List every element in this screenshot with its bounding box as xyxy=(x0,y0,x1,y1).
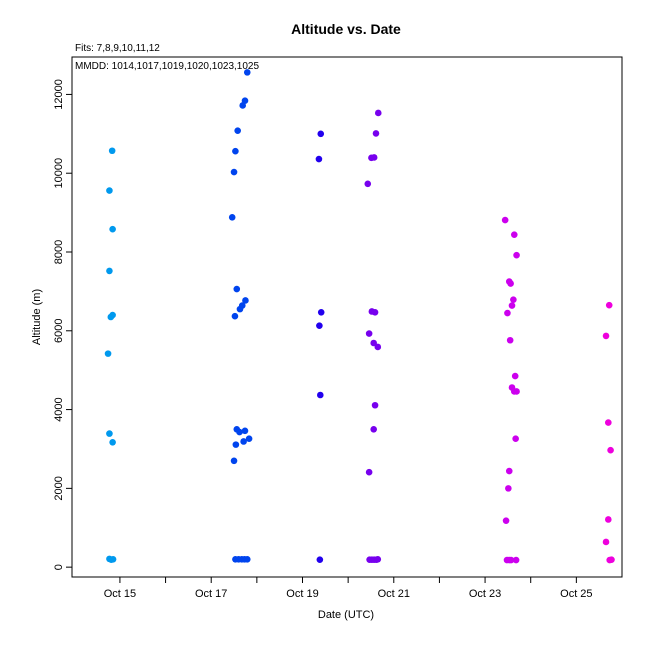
data-point xyxy=(511,372,519,380)
data-point xyxy=(501,216,509,224)
data-point xyxy=(608,556,615,563)
data-point xyxy=(315,155,323,163)
data-point xyxy=(236,305,244,313)
data-point xyxy=(505,485,512,492)
data-point xyxy=(605,419,612,426)
data-point xyxy=(370,425,378,433)
data-point xyxy=(370,339,378,347)
data-point xyxy=(374,109,382,117)
data-point xyxy=(371,308,379,316)
y-axis-label: Altitude (m) xyxy=(31,289,43,345)
y-tick-label: 6000 xyxy=(53,319,65,343)
y-tick-label: 10000 xyxy=(53,158,65,189)
data-point xyxy=(364,180,372,188)
x-tick-label: Oct 25 xyxy=(560,588,592,600)
data-point xyxy=(502,517,510,524)
data-point xyxy=(104,350,112,357)
data-point xyxy=(106,187,113,194)
data-point xyxy=(316,391,324,399)
data-point xyxy=(107,313,115,321)
x-axis-label: Date (UTC) xyxy=(318,609,374,621)
data-point xyxy=(232,147,239,155)
data-point xyxy=(504,309,511,317)
x-tick-label: Oct 19 xyxy=(286,588,318,600)
data-point xyxy=(507,280,514,287)
data-point xyxy=(108,147,116,155)
data-point xyxy=(365,468,373,476)
data-point xyxy=(508,302,516,309)
data-point xyxy=(506,336,514,344)
data-point xyxy=(371,401,379,409)
data-point xyxy=(243,555,251,563)
x-tick-label: Oct 21 xyxy=(378,588,410,600)
data-point xyxy=(234,127,241,134)
y-tick-label: 2000 xyxy=(53,476,65,500)
data-point xyxy=(374,555,382,563)
y-tick-label: 12000 xyxy=(53,79,65,110)
y-tick-label: 4000 xyxy=(53,397,65,421)
data-point xyxy=(231,312,239,320)
data-point xyxy=(607,446,614,454)
x-axis: Oct 15 Oct 17 Oct 19 Oct 21 Oct 23 Oct 25 xyxy=(104,577,593,600)
data-point xyxy=(243,69,251,76)
data-point xyxy=(245,435,253,443)
chart-title: Altitude vs. Date xyxy=(291,21,401,37)
data-point xyxy=(510,231,518,238)
data-point xyxy=(239,102,247,109)
y-tick-label: 0 xyxy=(53,564,65,570)
data-point xyxy=(372,130,380,137)
data-point xyxy=(605,301,613,309)
data-point xyxy=(236,428,243,436)
data-point xyxy=(106,267,113,275)
data-point xyxy=(513,251,520,259)
data-point xyxy=(605,516,612,523)
data-point xyxy=(230,168,238,176)
data-point xyxy=(241,427,249,435)
data-point xyxy=(228,214,236,221)
data-points xyxy=(104,69,615,564)
data-point xyxy=(512,556,520,564)
data-point xyxy=(602,538,610,546)
data-point xyxy=(512,435,519,443)
data-point xyxy=(602,332,610,340)
data-point xyxy=(230,457,238,465)
data-point xyxy=(316,556,324,563)
data-point xyxy=(233,285,241,293)
data-point xyxy=(505,467,513,475)
data-point xyxy=(232,441,240,448)
y-tick-label: 8000 xyxy=(53,240,65,264)
data-point xyxy=(365,330,373,337)
data-point xyxy=(109,555,117,563)
x-tick-label: Oct 23 xyxy=(469,588,501,600)
y-axis: 0 2000 4000 6000 8000 10000 12000 xyxy=(53,79,72,570)
data-point xyxy=(109,225,116,233)
data-point xyxy=(317,308,325,316)
data-point xyxy=(370,154,378,161)
mmdd-note: MMDD: 1014,1017,1019,1020,1023,1025 xyxy=(75,61,259,72)
data-point xyxy=(513,388,520,395)
data-point xyxy=(240,438,247,445)
data-point xyxy=(374,343,382,351)
data-point xyxy=(317,130,325,138)
data-point xyxy=(316,322,323,329)
data-point xyxy=(106,430,113,437)
data-point xyxy=(109,438,116,446)
data-point xyxy=(242,297,249,304)
plot-area-frame xyxy=(71,56,623,578)
x-tick-label: Oct 15 xyxy=(104,588,136,600)
x-tick-label: Oct 17 xyxy=(195,588,227,600)
data-point xyxy=(507,556,515,564)
data-point xyxy=(510,296,517,303)
fits-note: Fits: 7,8,9,10,11,12 xyxy=(75,43,160,54)
